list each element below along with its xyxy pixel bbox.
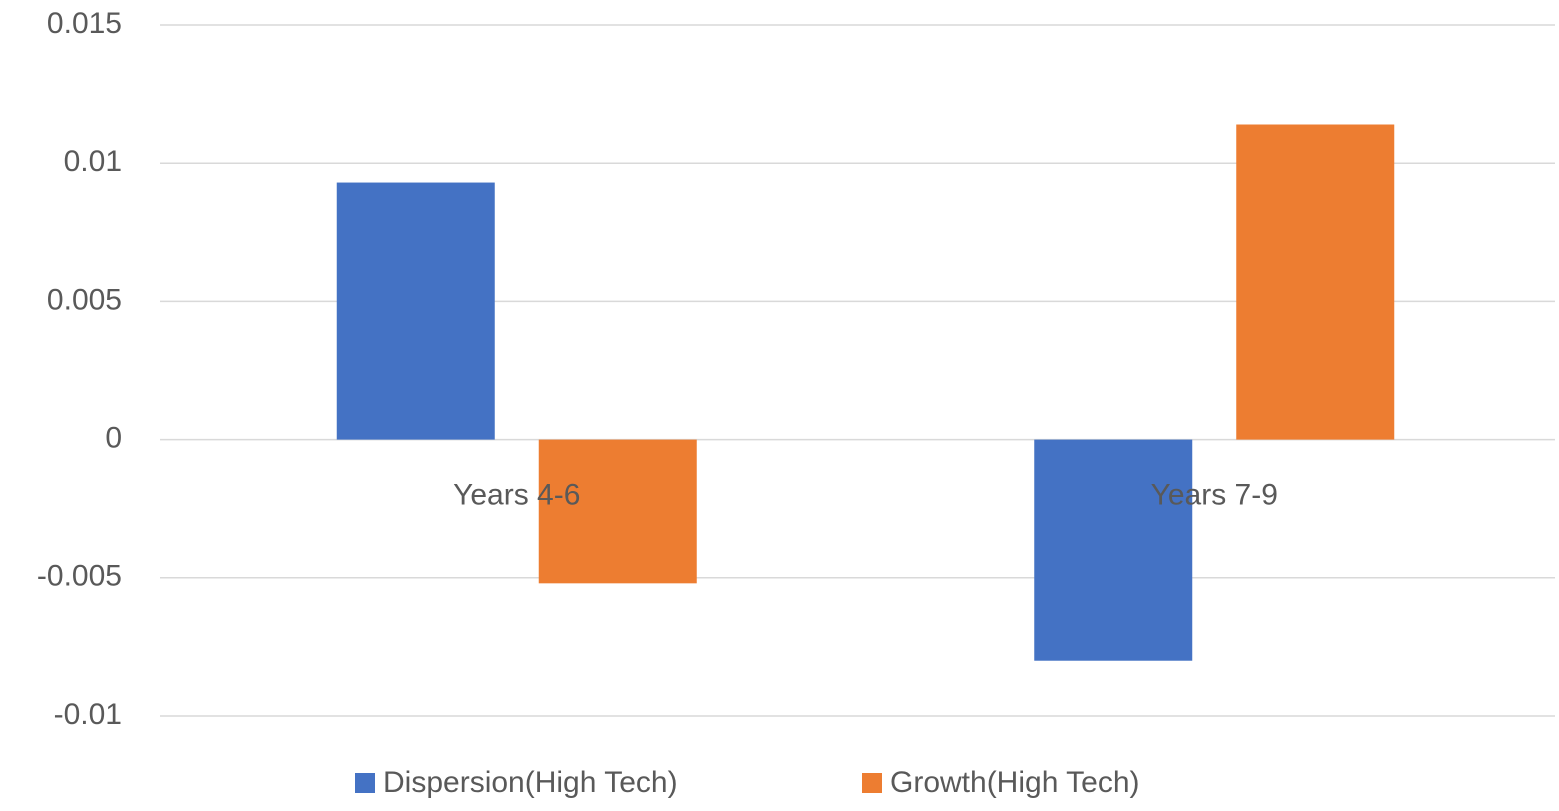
bar xyxy=(1034,439,1193,661)
legend-swatch xyxy=(355,773,375,793)
bar xyxy=(336,182,495,440)
y-tick-label: 0.01 xyxy=(64,145,122,178)
legend-label: Dispersion(High Tech) xyxy=(383,766,678,799)
y-tick-label: 0.005 xyxy=(47,283,122,316)
legend-label: Growth(High Tech) xyxy=(890,766,1140,799)
legend-swatch xyxy=(862,773,882,793)
bar xyxy=(538,439,697,584)
y-tick-label: 0 xyxy=(105,422,122,455)
x-tick-label: Years 4-6 xyxy=(453,479,580,512)
y-tick-label: -0.01 xyxy=(54,698,122,731)
y-tick-label: -0.005 xyxy=(37,560,122,593)
bar xyxy=(1236,124,1395,440)
x-tick-label: Years 7-9 xyxy=(1151,479,1278,512)
y-tick-label: 0.015 xyxy=(47,7,122,40)
